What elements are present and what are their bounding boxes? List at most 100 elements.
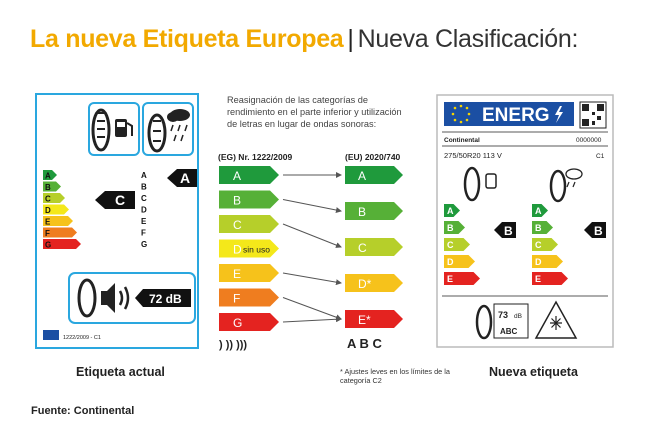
class-bar [532,204,548,217]
fuel-class-bar [43,170,57,180]
new-class-bar [345,238,403,256]
tyre-class: C1 [596,153,605,160]
sound-classes-new: A B C [347,336,383,351]
new-class-bar [345,166,403,184]
fuel-class-letter: C [45,195,51,204]
fuel-class-letter: G [45,241,51,250]
fuel-class-bar [43,227,77,238]
wet-class-letter: D [141,206,147,215]
class-letter: B [535,223,542,233]
wet-class-letter: C [141,194,147,203]
eu-stars [451,104,471,124]
class-bar [532,255,563,268]
old-class-note: sin uso [243,245,270,255]
new-label: ENERG Continental 0000000 275/50R20 113 … [436,94,614,348]
title-part2: Nueva Clasificación: [357,25,579,53]
noise-unit: dB [514,313,522,320]
old-class-letter: D [233,243,242,257]
wet-icon-frame [142,102,194,156]
noise-pointer [135,289,191,307]
old-class-bar [219,288,279,307]
energy-header: ENERG [482,105,550,126]
old-regulation: 1222/2009 - C1 [63,335,101,341]
tire-fuel-icon [91,108,133,152]
old-class-bar [219,215,279,233]
fuel-class-letter: B [45,183,51,192]
fuel-class-letter: D [45,206,51,215]
class-bar [444,238,470,251]
class-letter: E [535,274,541,284]
old-class-bar [219,239,279,258]
wet-rating-pointer [167,169,197,187]
class-letter: B [447,223,454,233]
class-letter: E [447,274,453,284]
mapping-arrow [282,199,342,213]
sound-waves-old: ) )) ))) [219,339,247,351]
new-class-letter: A [358,169,366,183]
wet-rating-letter: A [180,170,190,186]
mapping-arrow [282,316,342,323]
tire-sound-icon [475,303,529,340]
fuel-class-letter: E [45,218,51,227]
tire-fuel-icon [463,166,497,202]
old-class-letter: B [233,194,241,208]
title-part1: La nueva Etiqueta Europea [30,25,344,53]
new-class-letter: E* [358,313,371,327]
wet-rating-pointer [584,222,606,238]
tire-rain-icon [549,168,583,203]
new-class-letter: D* [358,277,372,291]
fuel-icon-frame [88,102,140,156]
brand: Continental [444,137,480,144]
mapping-arrow [282,272,342,286]
wet-class-letter: A [141,171,147,180]
class-letter: D [535,257,542,267]
description: Reasignación de las categorías de rendim… [227,95,402,129]
new-regulation-header: (EU) 2020/740 [345,152,401,162]
new-class-letter: B [358,205,366,219]
noise-frame [68,272,196,324]
new-class-scale: A B C D* E* [345,166,403,328]
fuel-rating-letter: B [504,224,513,238]
caption-new: Nueva etiqueta [489,365,578,379]
class-bar [444,255,475,268]
snowflake-mountain-icon [534,300,578,339]
old-class-bar [219,264,279,282]
old-class-bar [219,313,279,331]
class-bar [444,221,465,234]
wet-class-letter: B [141,183,147,192]
mapping-arrows [282,172,342,323]
wet-class-letter: G [141,240,147,249]
page-title: La nueva Etiqueta Europea | Nueva Clasific… [30,25,578,54]
class-letter: D [447,257,454,267]
old-class-bar [219,166,279,184]
old-class-letter: G [233,316,242,330]
new-class-bar [345,274,403,292]
old-class-bar [219,190,279,209]
tire-sound-icon [77,278,130,318]
wet-rating-letter: B [594,224,603,238]
new-class-bar [345,202,403,220]
mapping-arrow [282,297,342,321]
new-class-letter: C [358,241,367,255]
fuel-class-bar [43,239,81,249]
product-code: 0000000 [576,137,602,144]
old-regulation-header: (EG) Nr. 1222/2009 [218,152,293,162]
fuel-rating-pointer [494,222,516,238]
wet-class-letter: E [141,217,147,226]
class-letter: C [535,240,542,250]
old-class-letter: A [233,169,241,183]
eu-flag-icon [43,330,59,340]
mapping-arrow [282,223,342,248]
fuel-class-bar [43,181,61,192]
fuel-class-bar [43,216,73,226]
class-letter: C [447,240,454,250]
source: Fuente: Continental [31,405,135,417]
noise-value: 72 dB [149,292,182,306]
fuel-class-bar [43,204,69,215]
fuel-rating-letter: C [115,192,125,208]
